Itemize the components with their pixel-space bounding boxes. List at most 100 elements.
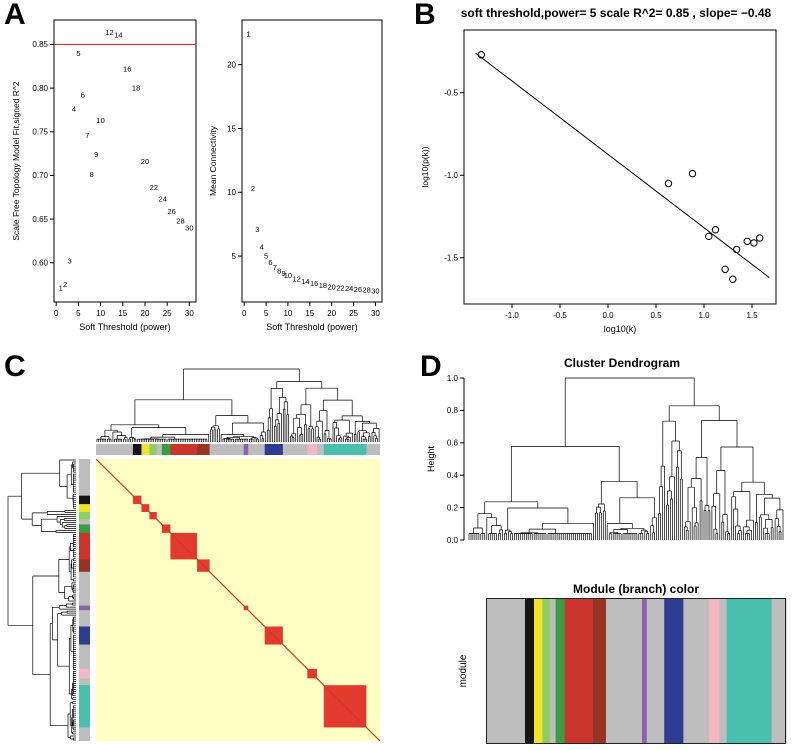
svg-text:-0.5: -0.5 [553,311,567,320]
svg-text:18: 18 [132,84,140,93]
svg-text:0.8: 0.8 [447,406,459,415]
svg-text:10: 10 [227,188,236,197]
tom-heatmap [96,459,380,741]
svg-text:1: 1 [59,284,63,293]
svg-text:8: 8 [277,266,281,275]
svg-text:20: 20 [141,309,150,318]
svg-text:0.65: 0.65 [32,215,48,224]
svg-text:Height: Height [426,445,436,472]
svg-text:Soft Threshold (power): Soft Threshold (power) [266,322,357,332]
svg-text:25: 25 [349,309,358,318]
svg-text:8: 8 [90,170,94,179]
module-color-bar: module [458,598,787,744]
svg-text:12: 12 [293,275,301,284]
svg-text:Scale Free Topology Model Fit,: Scale Free Topology Model Fit,signed R^2 [11,81,21,241]
svg-text:3: 3 [255,225,259,234]
svg-text:Mean Connectivity: Mean Connectivity [208,125,218,196]
svg-text:0: 0 [54,309,59,318]
svg-text:20: 20 [327,309,336,318]
svg-text:6: 6 [268,258,272,267]
svg-text:15: 15 [118,309,127,318]
svg-text:6: 6 [81,91,85,100]
svg-text:5: 5 [232,252,237,261]
svg-text:16: 16 [123,64,131,73]
svg-text:25: 25 [163,309,172,318]
svg-text:10: 10 [283,309,292,318]
svg-text:22: 22 [336,284,344,293]
tom-top-dendrogram [96,368,380,442]
svg-text:log10(p(k)): log10(p(k)) [420,146,430,187]
svg-text:1.0: 1.0 [447,374,459,383]
svg-text:0: 0 [242,309,247,318]
svg-text:9: 9 [281,269,285,278]
cluster-dendrogram-plot: 0.0 0.2 0.4 0.6 0.8 1.0 Height [426,374,784,545]
svg-text:Soft Threshold (power): Soft Threshold (power) [79,322,170,332]
svg-text:0.6: 0.6 [447,439,459,448]
svg-text:18: 18 [319,281,327,290]
svg-text:14: 14 [114,30,122,39]
svg-text:30: 30 [371,286,379,295]
svg-text:30: 30 [185,309,194,318]
svg-text:log10(k): log10(k) [604,324,637,334]
svg-text:10: 10 [96,309,105,318]
svg-text:12: 12 [105,28,113,37]
svg-text:10: 10 [96,116,104,125]
panel-b: B soft threshold,power= 5 scale R^2= 0.8… [406,0,796,352]
svg-text:4: 4 [72,105,76,114]
svg-text:0.60: 0.60 [32,259,48,268]
svg-text:2: 2 [63,280,67,289]
panel-c-label: C [4,350,26,383]
svg-text:5: 5 [76,309,81,318]
svg-text:5: 5 [76,49,80,58]
svg-text:0.70: 0.70 [32,171,48,180]
svg-text:26: 26 [167,207,175,216]
scale-free-fit-plot: 0 5 10 15 20 25 300.600.650.700.750.800.85Soft… [11,19,197,332]
svg-text:5: 5 [264,309,269,318]
svg-text:1: 1 [246,30,250,39]
svg-text:20: 20 [328,282,336,291]
panel-a: A 0 5 10 15 20 25 30 0.60 0.65 0.70 0.75 0.80 0.85 So… [0,0,406,352]
tom-left-dendrogram [7,459,76,741]
svg-text:3: 3 [67,257,71,266]
svg-text:20: 20 [141,157,149,166]
svg-text:24: 24 [159,195,167,204]
panel-b-label: B [414,0,436,31]
panel-d-label: D [420,350,442,383]
svg-text:2: 2 [251,184,255,193]
svg-text:0.5: 0.5 [650,311,662,320]
svg-text:28: 28 [363,286,371,295]
svg-text:30: 30 [371,309,380,318]
svg-text:22: 22 [150,183,158,192]
svg-text:24: 24 [345,284,353,293]
svg-text:-1.5: -1.5 [444,254,458,263]
svg-text:1.5: 1.5 [746,311,758,320]
svg-text:7: 7 [273,263,277,272]
svg-text:28: 28 [176,216,184,225]
svg-text:20: 20 [227,60,236,69]
svg-text:0.80: 0.80 [32,84,48,93]
svg-text:0.0: 0.0 [447,536,459,545]
svg-text:0.0: 0.0 [602,311,614,320]
svg-text:15: 15 [305,309,314,318]
tom-left-module-colorbar [79,459,90,741]
svg-text:0.85: 0.85 [32,40,48,49]
svg-text:5: 5 [264,252,268,261]
svg-text:-1.0: -1.0 [444,171,458,180]
panel-b-title: soft threshold,power= 5 scale R^2= 0.85 … [460,6,772,20]
svg-text:0.75: 0.75 [32,128,48,137]
panel-c: C [0,352,412,751]
svg-text:module: module [458,654,469,687]
svg-text:7: 7 [85,131,89,140]
svg-text:30: 30 [185,223,193,232]
svg-text:-1.0: -1.0 [505,311,519,320]
svg-text:10: 10 [284,271,292,280]
svg-text:9: 9 [94,150,98,159]
tom-top-module-colorbar [96,444,380,455]
svg-text:0.2: 0.2 [447,503,459,512]
svg-text:0.4: 0.4 [447,471,459,480]
panel-d: D Cluster Dendrogram 0.0 0.2 0.4 0.6 0.8 1.0 H… [412,352,796,751]
svg-text:-0.5: -0.5 [444,89,458,98]
module-color-title: Module (branch) color [573,582,699,596]
